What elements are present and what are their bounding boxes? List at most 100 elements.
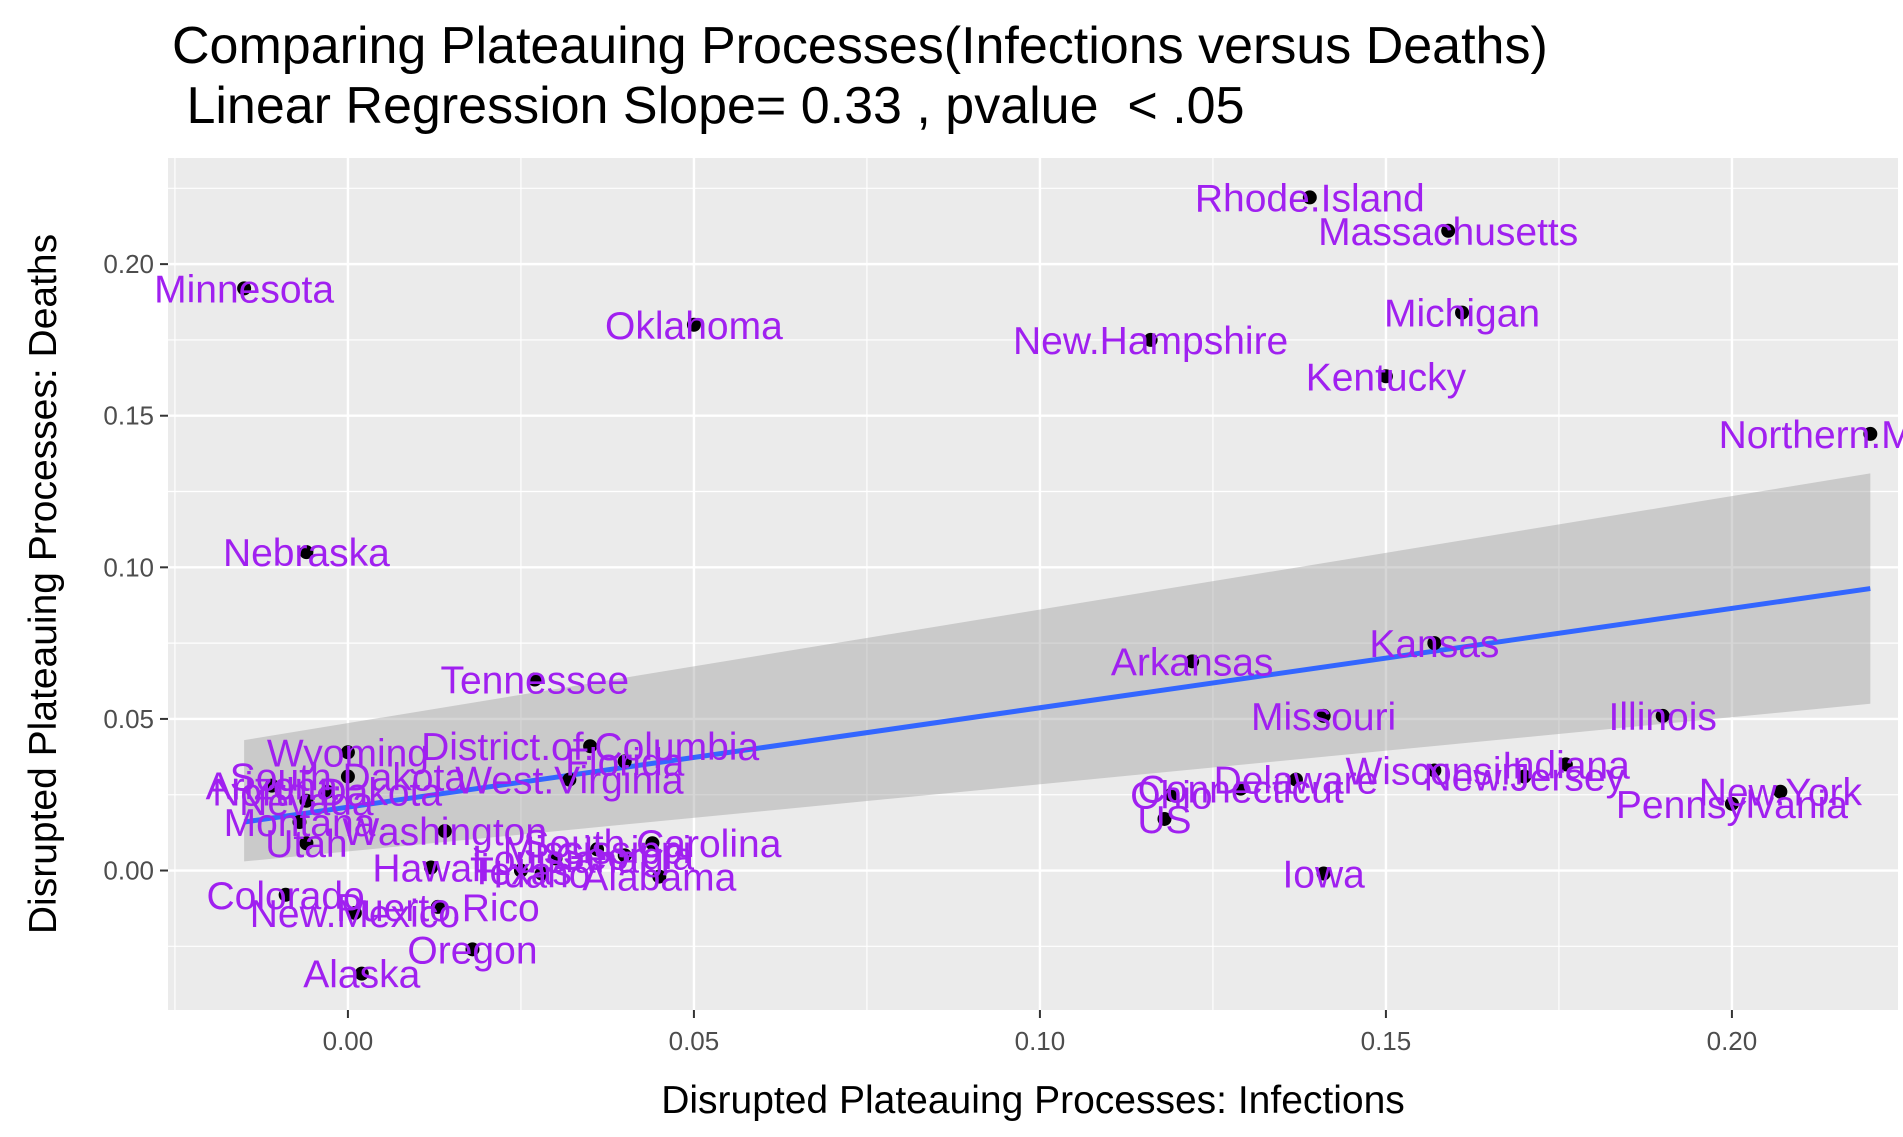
chart-subtitle: Linear Regression Slope= 0.33 , pvalue <… xyxy=(172,77,1245,135)
data-point xyxy=(1517,769,1532,784)
point-label: Northern.Mariana xyxy=(1719,414,1903,457)
point-label: Illinois xyxy=(1609,696,1717,739)
data-point xyxy=(320,784,335,799)
data-point xyxy=(1157,811,1172,826)
point-label: Missouri xyxy=(1251,696,1396,739)
point-label: Washington xyxy=(343,811,548,854)
point-label: Florida xyxy=(565,741,685,784)
data-point xyxy=(1378,369,1393,384)
x-tick-label: 0.00 xyxy=(323,1026,374,1056)
data-point xyxy=(1441,223,1456,238)
point-label: Oregon xyxy=(407,929,537,972)
point-label: Rhode.Island xyxy=(1195,177,1425,220)
point-label: Indiana xyxy=(1502,744,1630,787)
data-point xyxy=(278,887,293,902)
data-point xyxy=(1655,708,1670,723)
point-label: Wyoming xyxy=(267,732,429,775)
data-point xyxy=(1302,190,1317,205)
data-point xyxy=(354,966,369,981)
point-label: Alaska xyxy=(303,954,420,997)
point-label: Utah xyxy=(265,823,347,866)
point-label: US xyxy=(1137,799,1191,842)
point-label: District.of.Columbia xyxy=(421,726,759,769)
x-tick-label: 0.15 xyxy=(1361,1026,1412,1056)
data-point xyxy=(430,899,445,914)
point-label: Minnesota xyxy=(154,268,334,311)
data-points xyxy=(237,190,1878,981)
data-point xyxy=(652,869,667,884)
point-label: West.Virginia xyxy=(455,760,684,803)
point-label: Tennessee xyxy=(440,660,629,703)
point-label: Nebraska xyxy=(223,532,390,575)
data-point xyxy=(548,851,563,866)
data-point xyxy=(1233,781,1248,796)
data-point xyxy=(1773,784,1788,799)
point-label: Alabama xyxy=(582,857,736,900)
point-label: New.Jersey xyxy=(1424,757,1626,800)
data-point xyxy=(617,754,632,769)
regression-line xyxy=(243,586,1871,825)
point-label: South.Carolina xyxy=(523,823,781,866)
x-tick-label: 0.20 xyxy=(1707,1026,1758,1056)
data-point xyxy=(1316,866,1331,881)
point-label: Texas xyxy=(470,851,572,894)
y-axis-title: Disrupted Plateauing Processes: Deaths xyxy=(22,234,65,934)
data-point xyxy=(527,672,542,687)
y-tick-label: 0.00 xyxy=(103,856,154,886)
y-tick-label: 0.20 xyxy=(103,249,154,279)
point-label: New.York xyxy=(1699,772,1863,815)
data-point xyxy=(1724,796,1739,811)
data-point xyxy=(513,863,528,878)
point-label: Arizona xyxy=(206,766,339,809)
data-point xyxy=(534,866,549,881)
data-point xyxy=(1185,654,1200,669)
data-point xyxy=(423,860,438,875)
data-point xyxy=(465,942,480,957)
data-point xyxy=(617,848,632,863)
point-label: Delaware xyxy=(1214,760,1379,803)
point-label: New.Mexico xyxy=(250,893,460,936)
point-label: Arkansas xyxy=(1111,641,1274,684)
point-label: Kentucky xyxy=(1306,356,1467,399)
point-label: Michigan xyxy=(1384,293,1540,336)
point-label: North.Dakota xyxy=(212,772,442,815)
point-label: Oklahoma xyxy=(605,305,783,348)
data-point xyxy=(347,905,362,920)
grid-lines xyxy=(168,158,1898,1010)
data-point xyxy=(237,281,252,296)
data-point xyxy=(1427,763,1442,778)
data-point xyxy=(1316,708,1331,723)
chart-title: Comparing Plateauing Processes(Infection… xyxy=(172,16,1548,136)
data-point xyxy=(562,772,577,787)
point-label: Iowa xyxy=(1282,854,1365,897)
x-tick-label: 0.05 xyxy=(669,1026,720,1056)
point-label: Pennsylvania xyxy=(1616,784,1848,827)
data-point xyxy=(299,545,314,560)
y-axis-ticks: 0.00 0.05 0.10 0.15 0.20 xyxy=(103,249,168,886)
data-point xyxy=(340,769,355,784)
point-label: Ohio xyxy=(1130,775,1212,818)
point-label: New.Hampshire xyxy=(1013,320,1288,363)
data-point xyxy=(299,836,314,851)
y-tick-label: 0.05 xyxy=(103,704,154,734)
point-label: Nevada xyxy=(239,781,374,824)
data-point xyxy=(1164,787,1179,802)
data-point xyxy=(1455,305,1470,320)
data-point xyxy=(299,793,314,808)
data-point xyxy=(264,778,279,793)
x-axis-ticks: 0.00 0.05 0.10 0.15 0.20 xyxy=(323,1010,1758,1056)
point-label: Connecticut xyxy=(1138,769,1344,812)
chart-title-line-1: Comparing Plateauing Processes(Infection… xyxy=(172,17,1548,75)
data-point xyxy=(437,824,452,839)
data-point xyxy=(686,317,701,332)
x-tick-label: 0.10 xyxy=(1015,1026,1066,1056)
y-tick-label: 0.10 xyxy=(103,552,154,582)
data-point xyxy=(340,745,355,760)
point-label: Montana xyxy=(224,802,376,845)
plot-panel xyxy=(168,158,1898,1010)
point-label: South.Dakota xyxy=(230,757,467,800)
point-label: Massachusetts xyxy=(1318,211,1578,254)
point-label: Mississippi xyxy=(503,829,692,872)
point-label: Colorado xyxy=(206,875,364,918)
